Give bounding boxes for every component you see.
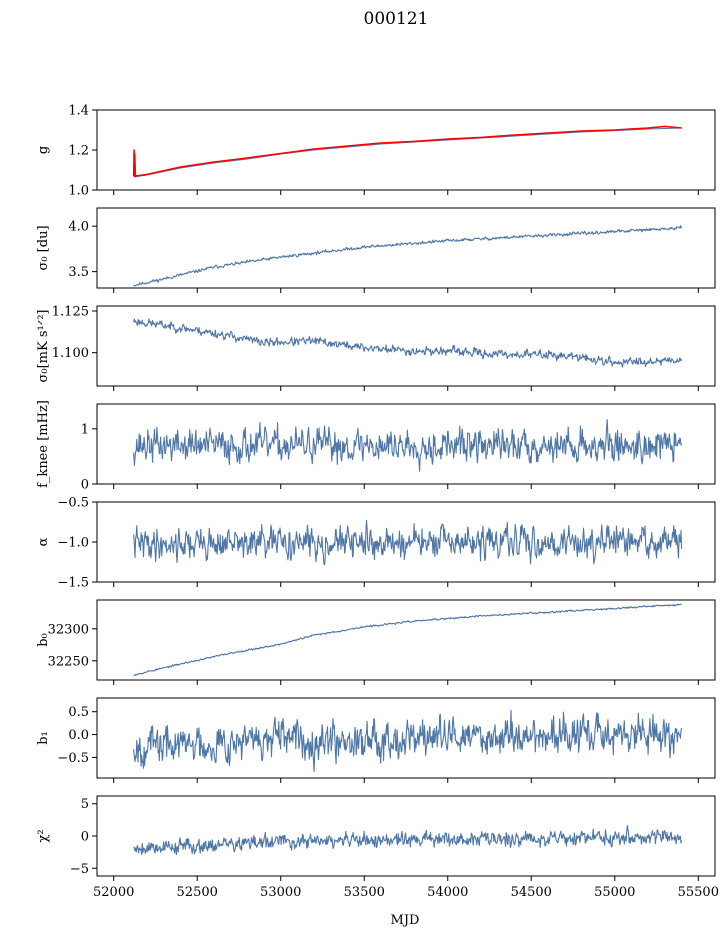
- series-line: [133, 419, 683, 472]
- y-tick-label: 0.5: [68, 705, 89, 720]
- series-group: [133, 603, 682, 677]
- panel-frame: [96, 599, 716, 681]
- y-tick-label: 32300: [48, 622, 89, 637]
- y-tick-label: 32250: [48, 654, 89, 669]
- y-axis-label: χ²: [36, 829, 51, 842]
- x-tick-label: 52500: [177, 885, 218, 900]
- series-line: [133, 225, 683, 287]
- x-tick-label: 55000: [594, 885, 635, 900]
- panel-frame: [96, 109, 716, 191]
- panel-sigma0_du: 3.5 4.0 σ₀ [du]: [36, 207, 716, 293]
- x-tick-label: 53000: [260, 885, 301, 900]
- series-line: [133, 825, 683, 856]
- panel-chi2: −5 0 5 χ²: [36, 795, 716, 881]
- y-axis-label: α: [36, 537, 51, 546]
- y-tick-label: 0.0: [68, 728, 89, 743]
- panel-b1: −0.5 0.0 0.5 b₁: [36, 697, 716, 783]
- series-group: [133, 318, 683, 368]
- x-tick-label: 54500: [511, 885, 552, 900]
- series-line: [133, 709, 683, 772]
- figure-title: 000121: [364, 9, 429, 29]
- y-tick-label: 0: [81, 830, 89, 845]
- series-line: [133, 603, 682, 677]
- series-line: [133, 318, 683, 368]
- panel-fknee: 0 1 f_knee [mHz]: [36, 400, 716, 493]
- y-axis-label: b₁: [36, 731, 51, 745]
- panel-g: 1.0 1.2 1.4 g: [36, 104, 716, 199]
- y-axis-label: b₀: [36, 633, 51, 647]
- series-line-fit: [133, 127, 682, 178]
- series-group: [133, 225, 683, 287]
- y-tick-label: 1.0: [68, 184, 89, 199]
- y-tick-label: −5: [70, 862, 89, 877]
- y-tick-label: 1.2: [68, 144, 89, 159]
- panel-frame: [96, 305, 716, 387]
- x-tick-label: 52000: [93, 885, 134, 900]
- y-tick-label: −1.0: [57, 536, 89, 551]
- y-axis-label: f_knee [mHz]: [36, 400, 51, 488]
- y-tick-label: 1.125: [52, 305, 89, 320]
- y-tick-label: 4.0: [68, 220, 89, 235]
- series-group: [133, 709, 683, 772]
- y-tick-label: 1: [81, 422, 89, 437]
- y-tick-label: 1.100: [52, 346, 89, 361]
- panel-alpha: −1.5 −1.0 −0.5 α: [36, 496, 716, 591]
- y-tick-label: 5: [81, 797, 89, 812]
- x-tick-label: 53500: [344, 885, 385, 900]
- y-axis-label: σ₀ [du]: [36, 225, 51, 270]
- x-tick-label: 55500: [678, 885, 719, 900]
- y-tick-label: 0: [81, 478, 89, 493]
- y-tick-label: −0.5: [57, 496, 89, 511]
- y-tick-label: 1.4: [68, 104, 89, 119]
- panel-frame: [96, 207, 716, 289]
- panel-frame: [96, 403, 716, 485]
- y-tick-label: −1.5: [57, 576, 89, 591]
- y-tick-label: −0.5: [57, 751, 89, 766]
- series-line: [133, 519, 683, 566]
- series-group: [133, 519, 683, 566]
- series-line-data: [132, 125, 682, 177]
- x-tick-label: 54000: [427, 885, 468, 900]
- x-axis-label: MJD: [391, 913, 420, 928]
- y-axis-label: g: [36, 146, 51, 154]
- panel-frame: [96, 697, 716, 779]
- series-group: [132, 125, 682, 178]
- series-group: [133, 419, 683, 472]
- y-tick-label: 3.5: [68, 265, 89, 280]
- series-group: [133, 825, 683, 856]
- y-axis-label: σ₀[mK s¹ᐟ²]: [36, 310, 51, 383]
